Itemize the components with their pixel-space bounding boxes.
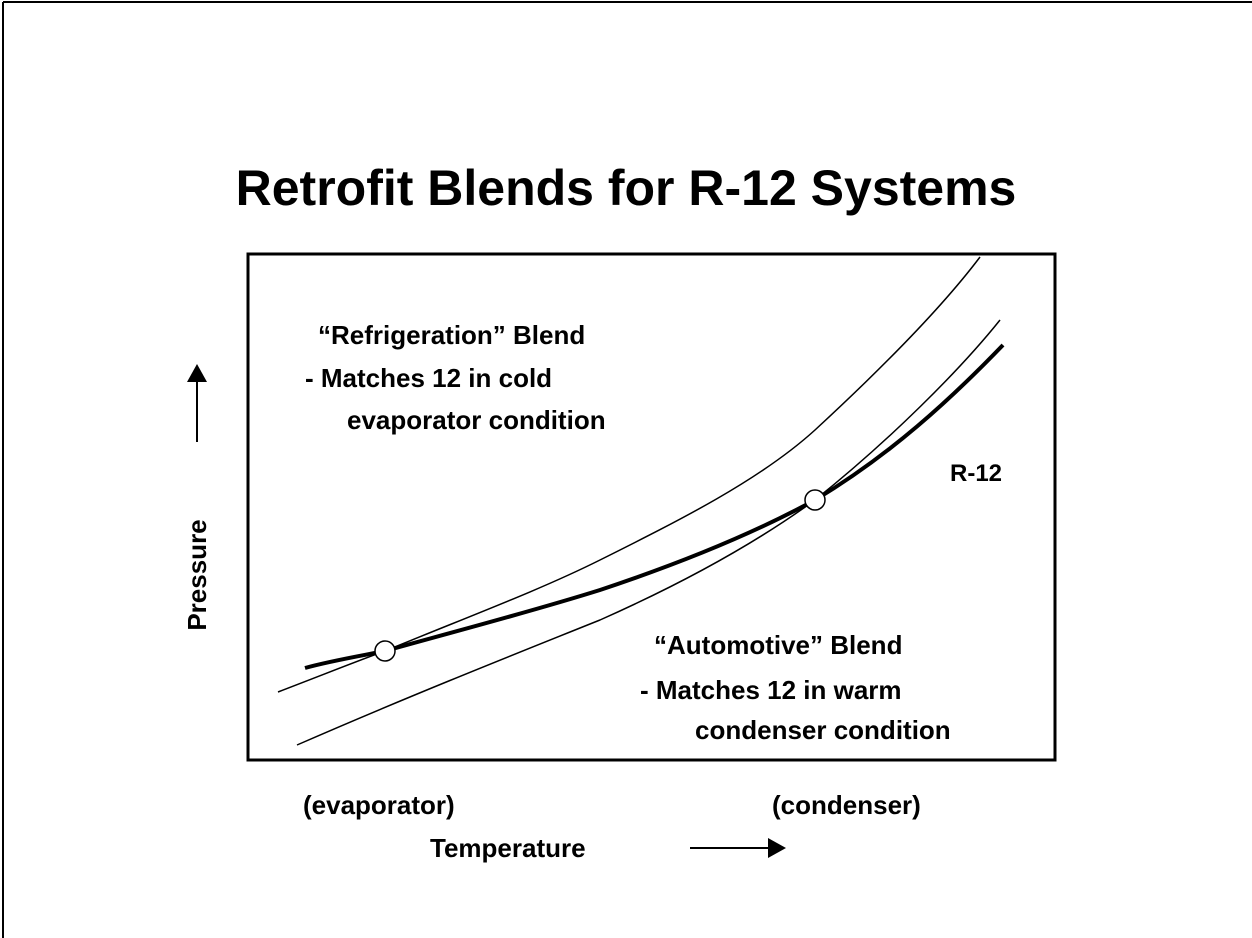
x-arrow-head xyxy=(768,838,786,858)
y-arrow-head xyxy=(187,364,207,382)
annotation: evaporator condition xyxy=(347,405,606,435)
y-axis-label: Pressure xyxy=(182,519,212,630)
annotation: “Automotive” Blend xyxy=(654,630,902,660)
x-axis-end-label: (evaporator) xyxy=(303,790,455,820)
title: Retrofit Blends for R-12 Systems xyxy=(236,160,1017,216)
curve-label: R-12 xyxy=(950,460,1002,487)
annotation: “Refrigeration” Blend xyxy=(318,320,585,350)
automotive-curve xyxy=(296,319,1001,746)
plot-frame xyxy=(246,252,1057,762)
x-axis-label: Temperature xyxy=(430,833,586,863)
match-point xyxy=(374,640,396,662)
x-axis-end-label: (condenser) xyxy=(772,790,921,820)
match-point xyxy=(804,489,826,511)
r12-curve xyxy=(304,343,1005,670)
annotation: condenser condition xyxy=(695,715,951,745)
annotation: - Matches 12 in cold xyxy=(305,363,552,393)
annotation: - Matches 12 in warm xyxy=(640,675,902,705)
